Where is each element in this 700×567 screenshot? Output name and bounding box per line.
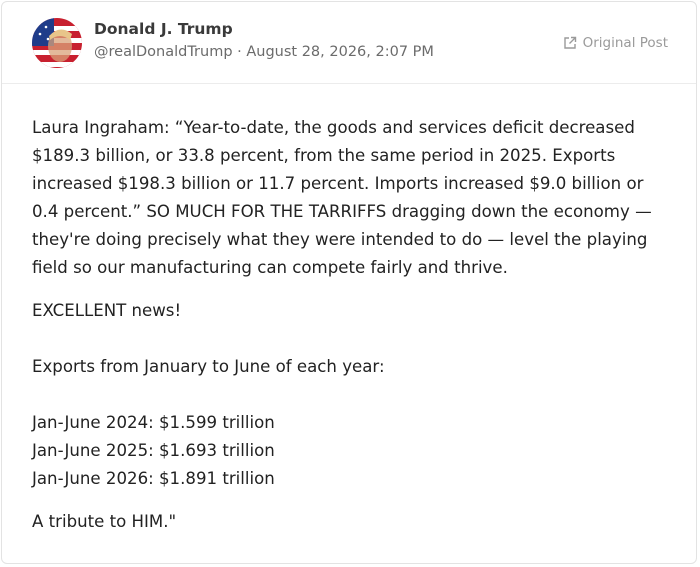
paragraph: Exports from January to June of each yea… — [32, 353, 672, 381]
original-post-label: Original Post — [582, 35, 668, 51]
handle[interactable]: @realDonaldTrump — [94, 44, 233, 60]
paragraph: A tribute to HIM." — [32, 508, 672, 536]
text-line: EXCELLENT news! — [32, 301, 182, 320]
author-name[interactable]: Donald J. Trump — [94, 20, 233, 38]
text-line: Jan-June 2026: $1.891 trillion — [32, 469, 275, 488]
post-header: Donald J. Trump @realDonaldTrump · Augus… — [2, 2, 696, 84]
avatar-image — [32, 18, 82, 68]
paragraph: Laura Ingraham: “Year-to-date, the goods… — [32, 114, 672, 282]
text-line: Jan-June 2025: $1.693 trillion — [32, 441, 275, 460]
paragraph: EXCELLENT news! — [32, 297, 672, 325]
text-line: Jan-June 2024: $1.599 trillion — [32, 413, 275, 432]
external-link-icon — [563, 36, 576, 49]
paragraph: Jan-June 2024: $1.599 trillion Jan-June 2… — [32, 409, 672, 493]
post-date: August 28, 2026, 2:07 PM — [246, 44, 434, 60]
text-line: A tribute to HIM." — [32, 512, 177, 531]
text-line: Laura Ingraham: “Year-to-date, the goods… — [32, 118, 652, 277]
separator: · — [237, 44, 242, 60]
avatar[interactable] — [32, 18, 82, 68]
post-meta: @realDonaldTrump · August 28, 2026, 2:07… — [94, 44, 434, 60]
post-body: Laura Ingraham: “Year-to-date, the goods… — [32, 114, 672, 536]
text-line: Exports from January to June of each yea… — [32, 357, 385, 376]
original-post-link[interactable]: Original Post — [563, 35, 668, 51]
